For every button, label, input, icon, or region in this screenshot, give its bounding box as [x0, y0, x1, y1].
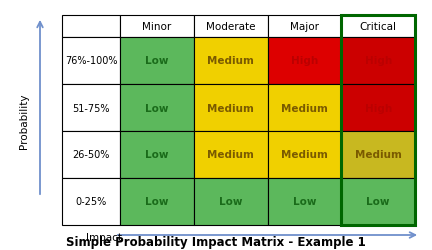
Text: 51-75%: 51-75% [72, 103, 110, 113]
Text: Medium: Medium [281, 150, 328, 160]
Bar [267, 132, 341, 178]
Text: Medium: Medium [355, 150, 402, 160]
Text: High: High [365, 103, 392, 113]
Text: Low: Low [292, 197, 316, 207]
Bar [62, 85, 120, 132]
Text: Low: Low [145, 56, 168, 66]
Text: Low: Low [366, 197, 390, 207]
Bar [341, 178, 415, 225]
Bar [194, 85, 267, 132]
Text: Simple Probability Impact Matrix - Example 1: Simple Probability Impact Matrix - Examp… [66, 236, 366, 248]
Text: 26-50%: 26-50% [72, 150, 110, 160]
Text: Medium: Medium [281, 103, 328, 113]
Text: Probability: Probability [19, 93, 29, 148]
Text: Medium: Medium [207, 150, 254, 160]
Bar [120, 85, 194, 132]
Text: 76%-100%: 76%-100% [65, 56, 117, 66]
Text: Major: Major [290, 22, 319, 32]
Bar [267, 85, 341, 132]
Text: High: High [291, 56, 318, 66]
Text: Low: Low [145, 103, 168, 113]
Bar [62, 178, 120, 225]
Bar [120, 132, 194, 178]
Bar [267, 178, 341, 225]
Bar [194, 38, 267, 85]
Bar [120, 178, 194, 225]
Text: Medium: Medium [207, 56, 254, 66]
Text: Moderate: Moderate [206, 22, 255, 32]
Text: Impact: Impact [86, 232, 122, 242]
Text: Critical: Critical [359, 22, 397, 32]
Bar [341, 16, 415, 225]
Bar [194, 16, 267, 38]
Bar [341, 85, 415, 132]
Bar [341, 38, 415, 85]
Bar [194, 178, 267, 225]
Text: 0-25%: 0-25% [75, 197, 107, 207]
Bar [62, 38, 120, 85]
Text: Low: Low [145, 150, 168, 160]
Bar [267, 16, 341, 38]
Text: Low: Low [145, 197, 168, 207]
Bar [194, 132, 267, 178]
Bar [120, 38, 194, 85]
Bar [341, 132, 415, 178]
Text: Low: Low [219, 197, 242, 207]
Bar [341, 16, 415, 38]
Text: Medium: Medium [207, 103, 254, 113]
Text: High: High [365, 56, 392, 66]
Bar [267, 38, 341, 85]
Bar [62, 16, 120, 38]
Bar [62, 132, 120, 178]
Bar [120, 16, 194, 38]
Text: Minor: Minor [142, 22, 172, 32]
